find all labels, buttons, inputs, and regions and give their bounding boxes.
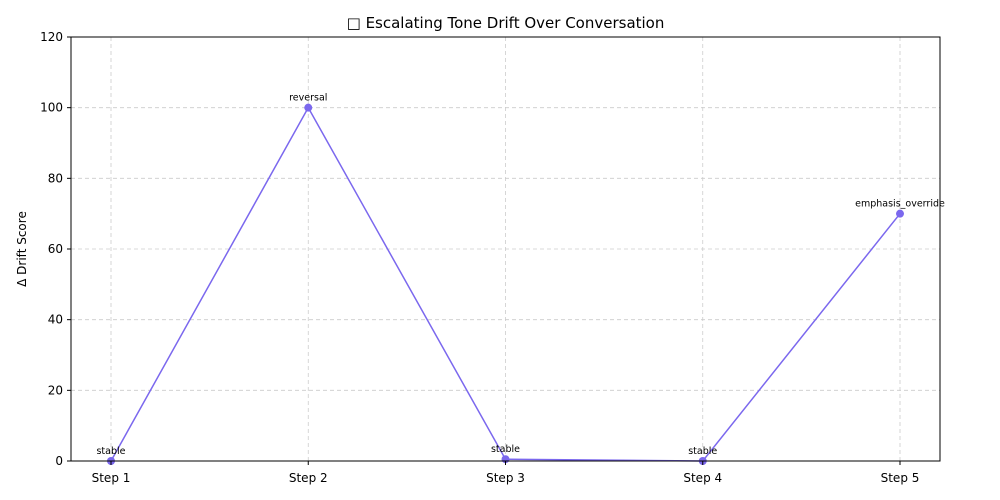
y-tick-label: 20 (48, 383, 63, 397)
x-tick-label: Step 3 (486, 471, 525, 485)
data-point (304, 103, 313, 112)
y-tick-label: 60 (48, 242, 63, 256)
data-point-annotation: emphasis_override (855, 199, 945, 210)
x-tick-label: Step 2 (289, 471, 328, 485)
data-point-annotation: stable (688, 446, 717, 457)
series-layer: stable reversal stable stable emphasis_overr… (96, 93, 945, 465)
x-tick-label: Step 4 (683, 471, 722, 485)
grid-layer (71, 36, 940, 462)
y-tick-label: 80 (48, 171, 63, 185)
y-tick-label: 100 (40, 101, 63, 115)
data-point-annotation: reversal (289, 93, 327, 104)
y-tick-label: 120 (40, 30, 63, 44)
y-axis-label: Δ Drift Score (15, 211, 29, 287)
x-tick-label: Step 1 (92, 471, 131, 485)
y-tick-label: 0 (55, 454, 63, 468)
data-point (896, 209, 904, 218)
x-tick-label: Step 5 (881, 471, 920, 485)
chart-title: □ Escalating Tone Drift Over Conversatio… (347, 14, 665, 32)
y-tick-label: 40 (48, 313, 63, 327)
x-axis: Step 1 Step 2 Step 3 Step 4 Step 5 (92, 461, 920, 485)
data-point-annotation: stable (96, 446, 125, 457)
data-point-annotation: stable (491, 444, 520, 455)
y-axis: 0 20 40 60 80 100 120 (40, 30, 71, 468)
